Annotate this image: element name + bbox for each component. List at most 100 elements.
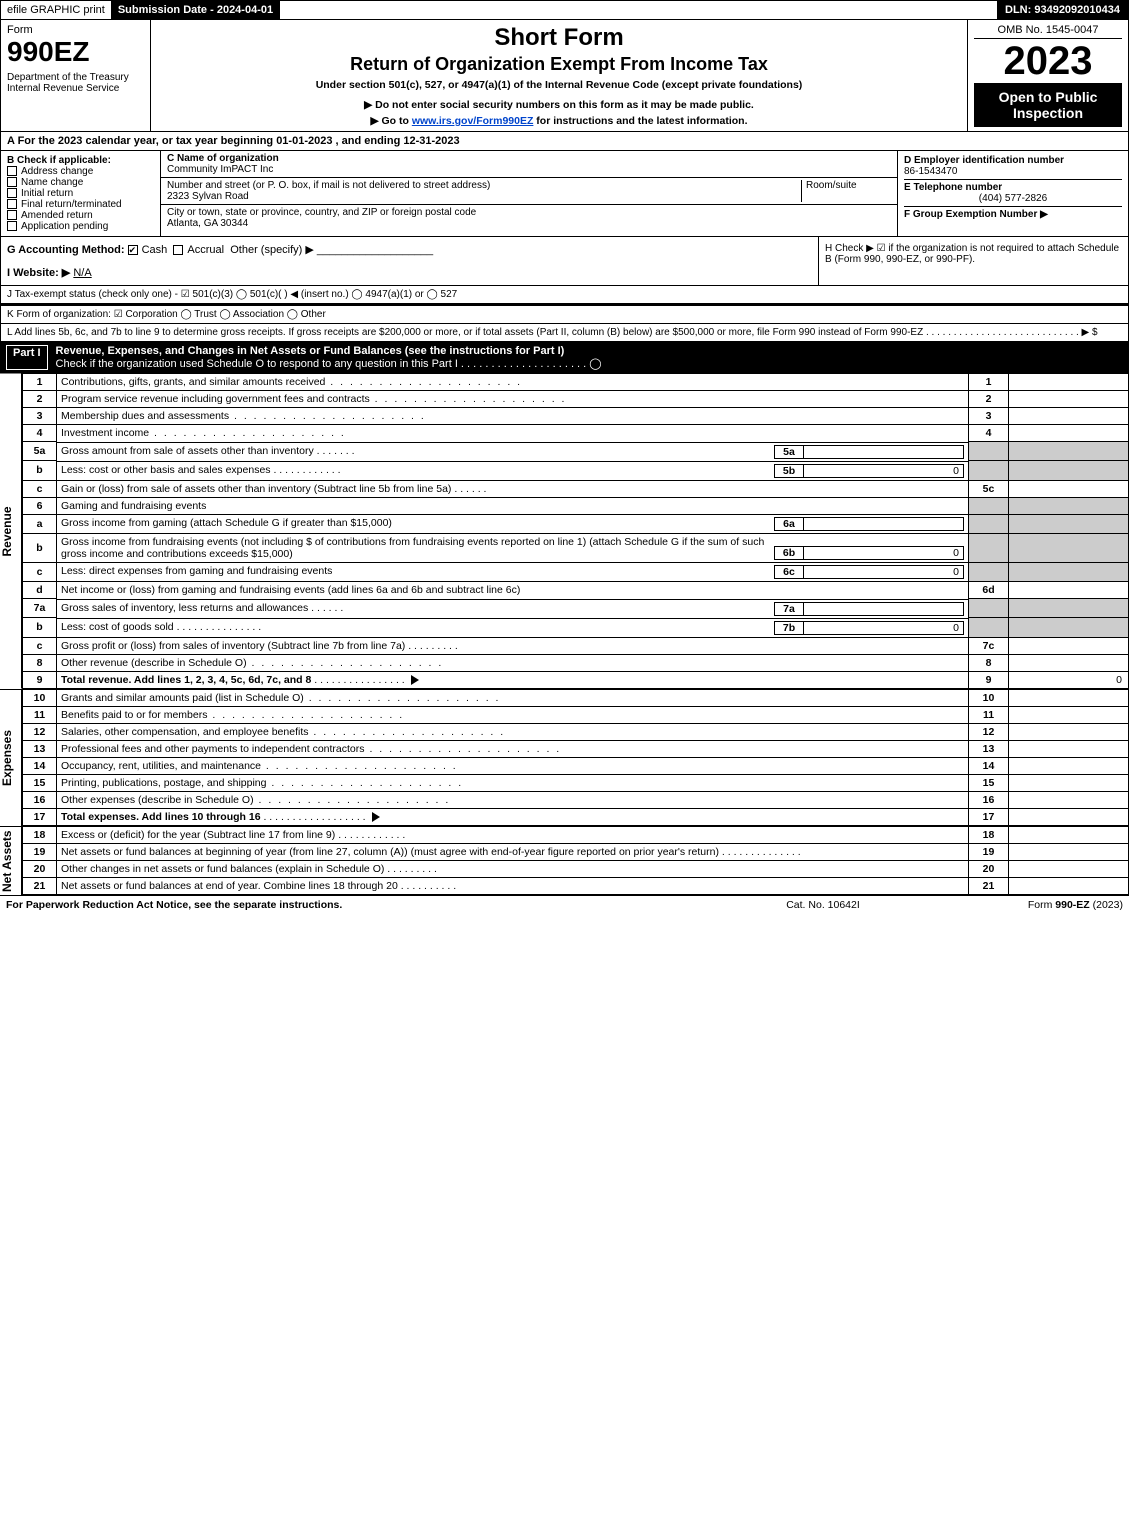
l6d-amt — [1009, 582, 1129, 599]
section-d-e-f: D Employer identification number 86-1543… — [898, 151, 1128, 236]
section-g-h: G Accounting Method: Cash Accrual Other … — [0, 237, 1129, 286]
l7b-desc: Less: cost of goods sold — [61, 621, 174, 633]
footer-formref: Form 990-EZ (2023) — [923, 899, 1123, 911]
l15-amt — [1009, 774, 1129, 791]
section-k: K Form of organization: ☑ Corporation ◯ … — [0, 304, 1129, 324]
irs-link[interactable]: www.irs.gov/Form990EZ — [412, 115, 534, 127]
l11-desc: Benefits paid to or for members — [61, 709, 207, 721]
l1-amt — [1009, 374, 1129, 391]
tax-year: 2023 — [974, 41, 1122, 81]
submission-date: Submission Date - 2024-04-01 — [112, 1, 280, 19]
l7c-num: c — [23, 637, 57, 654]
b-item-3: Final return/terminated — [21, 199, 122, 210]
l16-box: 16 — [969, 791, 1009, 808]
l3-num: 3 — [23, 408, 57, 425]
l5c-amt — [1009, 480, 1129, 497]
l7a-shade — [969, 599, 1009, 618]
header-mid: Short Form Return of Organization Exempt… — [151, 20, 968, 131]
l6-shade — [969, 497, 1009, 514]
section-j: J Tax-exempt status (check only one) - ☑… — [0, 286, 1129, 304]
l5b-num: b — [23, 461, 57, 481]
section-l: L Add lines 5b, 6c, and 7b to line 9 to … — [0, 324, 1129, 342]
l19-num: 19 — [23, 843, 57, 860]
l5a-shade — [969, 442, 1009, 461]
telephone: (404) 577-2826 — [904, 193, 1122, 204]
l11-box: 11 — [969, 706, 1009, 723]
l20-box: 20 — [969, 860, 1009, 877]
l6c-iv: 0 — [804, 565, 964, 579]
l10-amt — [1009, 689, 1129, 706]
subtitle-ssn: ▶ Do not enter social security numbers o… — [159, 99, 959, 111]
footer-catno: Cat. No. 10642I — [723, 899, 923, 911]
l13-desc: Professional fees and other payments to … — [61, 743, 365, 755]
l5a-iv — [804, 445, 964, 459]
chk-amended-return[interactable] — [7, 210, 17, 220]
footer-notice: For Paperwork Reduction Act Notice, see … — [6, 899, 723, 911]
chk-final-return[interactable] — [7, 199, 17, 209]
l15-box: 15 — [969, 774, 1009, 791]
l4-num: 4 — [23, 425, 57, 442]
l6d-desc: Net income or (loss) from gaming and fun… — [57, 582, 969, 599]
l17-amt — [1009, 808, 1129, 825]
l7b-amt-shade — [1009, 618, 1129, 638]
open-to-public-badge: Open to Public Inspection — [974, 83, 1122, 127]
l18-desc: Excess or (deficit) for the year (Subtra… — [61, 829, 335, 841]
l14-num: 14 — [23, 757, 57, 774]
department: Department of the Treasury Internal Reve… — [7, 72, 144, 94]
g-accrual: Accrual — [187, 244, 224, 256]
l5c-desc: Gain or (loss) from sale of assets other… — [61, 483, 451, 495]
l21-box: 21 — [969, 877, 1009, 894]
street: 2323 Sylvan Road — [167, 191, 801, 202]
subtitle-section: Under section 501(c), 527, or 4947(a)(1)… — [159, 79, 959, 91]
l16-amt — [1009, 791, 1129, 808]
l3-desc: Membership dues and assessments — [61, 410, 229, 422]
l11-amt — [1009, 706, 1129, 723]
b-title: B Check if applicable: — [7, 155, 154, 166]
chk-initial-return[interactable] — [7, 188, 17, 198]
l13-box: 13 — [969, 740, 1009, 757]
l21-amt — [1009, 877, 1129, 894]
l3-box: 3 — [969, 408, 1009, 425]
b-item-2: Initial return — [21, 188, 73, 199]
l6a-iv — [804, 517, 964, 531]
l5a-num: 5a — [23, 442, 57, 461]
l19-amt — [1009, 843, 1129, 860]
chk-cash[interactable] — [128, 245, 138, 255]
section-g: G Accounting Method: Cash Accrual Other … — [1, 237, 818, 285]
l7b-shade — [969, 618, 1009, 638]
section-c: C Name of organization Community ImPACT … — [161, 151, 898, 236]
form-word: Form — [7, 24, 144, 36]
chk-name-change[interactable] — [7, 177, 17, 187]
l9-box: 9 — [969, 671, 1009, 688]
l16-desc: Other expenses (describe in Schedule O) — [61, 794, 254, 806]
l17-desc: Total expenses. Add lines 10 through 16 — [61, 811, 261, 823]
l15-desc: Printing, publications, postage, and shi… — [61, 777, 266, 789]
netassets-table: 18Excess or (deficit) for the year (Subt… — [22, 826, 1129, 895]
chk-accrual[interactable] — [173, 245, 183, 255]
l7a-desc: Gross sales of inventory, less returns a… — [61, 602, 308, 614]
l10-num: 10 — [23, 689, 57, 706]
room-suite-label: Room/suite — [801, 180, 891, 202]
l7b-il: 7b — [774, 621, 804, 635]
title-short-form: Short Form — [159, 24, 959, 52]
l12-desc: Salaries, other compensation, and employ… — [61, 726, 308, 738]
l14-amt — [1009, 757, 1129, 774]
ein: 86-1543470 — [904, 166, 1122, 177]
l20-amt — [1009, 860, 1129, 877]
l5b-shade — [969, 461, 1009, 481]
l9-num: 9 — [23, 671, 57, 688]
city: Atlanta, GA 30344 — [167, 218, 891, 229]
part-i-header: Part I Revenue, Expenses, and Changes in… — [0, 342, 1129, 373]
l4-amt — [1009, 425, 1129, 442]
g-cash: Cash — [142, 244, 168, 256]
chk-address-change[interactable] — [7, 166, 17, 176]
chk-application-pending[interactable] — [7, 221, 17, 231]
l5c-box: 5c — [969, 480, 1009, 497]
l8-amt — [1009, 654, 1129, 671]
revenue-side-label: Revenue — [0, 373, 22, 689]
tel-label: E Telephone number — [904, 182, 1122, 193]
l18-amt — [1009, 826, 1129, 843]
efile-print[interactable]: efile GRAPHIC print — [1, 1, 112, 19]
title-return: Return of Organization Exempt From Incom… — [159, 54, 959, 75]
l6b-desc: Gross income from fundraising events (no… — [61, 536, 774, 560]
